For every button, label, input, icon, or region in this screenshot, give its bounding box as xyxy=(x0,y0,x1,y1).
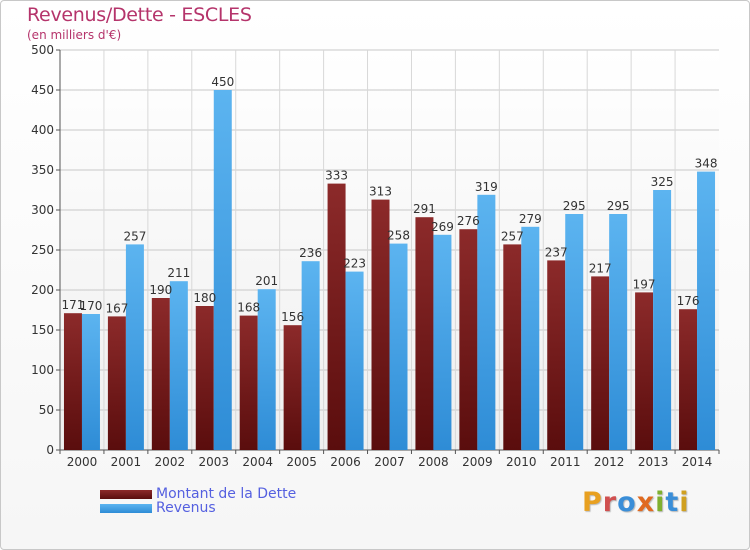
x-tick-label: 2009 xyxy=(462,455,493,469)
bar-dette xyxy=(107,316,126,450)
data-label-dette: 333 xyxy=(325,169,348,183)
data-label-revenus: 319 xyxy=(475,180,498,194)
axes: 0 50 100 150 200 250 300 350 400 450 500 2000 2001 20… xyxy=(31,43,720,469)
data-label-revenus: 211 xyxy=(167,266,190,280)
y-tick-label: 100 xyxy=(31,363,54,377)
x-tick-label: 2000 xyxy=(67,455,98,469)
bar-revenus xyxy=(345,271,364,450)
data-label-revenus: 257 xyxy=(123,229,146,243)
bar-revenus xyxy=(433,234,452,450)
bar-revenus xyxy=(169,281,188,450)
data-label-revenus: 348 xyxy=(695,157,718,171)
data-label-revenus: 295 xyxy=(563,199,586,213)
x-tick-label: 2011 xyxy=(550,455,581,469)
bar-revenus xyxy=(125,244,144,450)
legend-swatch-revenus xyxy=(100,503,152,513)
y-tick-label: 300 xyxy=(31,203,54,217)
proxiti-logo: Proxiti xyxy=(582,487,690,518)
data-label-revenus: 279 xyxy=(519,212,542,226)
bar-revenus xyxy=(697,171,716,450)
data-label-revenus: 325 xyxy=(651,175,674,189)
data-label-revenus: 223 xyxy=(343,257,366,271)
data-label-revenus: 450 xyxy=(211,75,234,89)
x-tick-label: 2012 xyxy=(594,455,625,469)
y-tick-label: 350 xyxy=(31,163,54,177)
bar-dette xyxy=(195,306,214,450)
data-label-dette: 156 xyxy=(281,310,304,324)
bar-revenus xyxy=(81,314,100,450)
y-tick-label: 250 xyxy=(31,243,54,257)
legend-label-dette: Montant de la Dette xyxy=(156,486,297,502)
y-tick-label: 500 xyxy=(31,43,54,57)
y-tick-label: 400 xyxy=(31,123,54,137)
bar-dette xyxy=(679,309,698,450)
data-label-dette: 276 xyxy=(457,214,480,228)
data-label-dette: 171 xyxy=(62,298,85,312)
x-tick-label: 2014 xyxy=(682,455,713,469)
x-tick-label: 2003 xyxy=(198,455,229,469)
data-label-revenus: 269 xyxy=(431,220,454,234)
bar-dette xyxy=(415,217,434,450)
data-label-dette: 291 xyxy=(413,202,436,216)
y-tick-label: 450 xyxy=(31,83,54,97)
bar-revenus xyxy=(609,214,628,450)
bar-dette xyxy=(239,315,258,450)
data-label-dette: 190 xyxy=(149,283,172,297)
bars xyxy=(63,90,716,450)
x-tick-label: 2005 xyxy=(286,455,317,469)
chart-subtitle: (en milliers d'€) xyxy=(27,28,122,42)
x-tick-label: 2002 xyxy=(155,455,186,469)
bar-revenus xyxy=(389,243,408,450)
data-label-dette: 176 xyxy=(677,294,700,308)
data-labels: 171 167 190 180 168 156 333 313 291 276 257 237 217 1… xyxy=(62,75,718,324)
data-label-dette: 237 xyxy=(545,245,568,259)
data-label-dette: 257 xyxy=(501,229,524,243)
legend-item-dette: Montant de la Dette xyxy=(100,486,297,502)
data-label-dette: 217 xyxy=(589,261,612,275)
bar-dette xyxy=(591,276,610,450)
bar-revenus xyxy=(477,194,496,450)
data-label-revenus: 201 xyxy=(255,274,278,288)
legend-item-revenus: Revenus xyxy=(100,500,216,516)
bar-dette xyxy=(547,260,566,450)
bar-dette xyxy=(151,298,170,450)
data-label-dette: 167 xyxy=(105,301,128,315)
data-label-dette: 180 xyxy=(193,291,216,305)
bar-revenus xyxy=(653,190,672,450)
data-label-revenus: 236 xyxy=(299,246,322,260)
x-tick-label: 2001 xyxy=(111,455,142,469)
x-tick-label: 2010 xyxy=(506,455,537,469)
chart-title: Revenus/Dette - ESCLES xyxy=(27,4,252,26)
y-tick-label: 150 xyxy=(31,323,54,337)
bar-dette xyxy=(283,325,302,450)
x-tick-label: 2013 xyxy=(638,455,669,469)
bar-revenus xyxy=(257,289,276,450)
y-tick-label: 0 xyxy=(46,443,54,457)
x-tick-label: 2008 xyxy=(418,455,449,469)
legend-label-revenus: Revenus xyxy=(156,500,216,516)
y-tick-label: 200 xyxy=(31,283,54,297)
bar-dette xyxy=(63,313,82,450)
bar-revenus xyxy=(301,261,320,450)
x-tick-label: 2004 xyxy=(242,455,273,469)
data-label-revenus: 170 xyxy=(80,299,103,313)
data-label-revenus: 258 xyxy=(387,229,410,243)
x-tick-label: 2007 xyxy=(374,455,405,469)
data-label-dette: 197 xyxy=(633,277,656,291)
legend-swatch-dette xyxy=(100,489,152,499)
data-label-dette: 168 xyxy=(237,301,260,315)
bar-dette xyxy=(635,292,654,450)
x-tick-label: 2006 xyxy=(330,455,361,469)
bar-revenus xyxy=(213,90,232,450)
y-tick-label: 50 xyxy=(39,403,54,417)
bar-dette xyxy=(327,183,346,450)
bar-dette xyxy=(503,244,522,450)
bar-dette xyxy=(459,229,478,450)
bar-revenus xyxy=(521,226,540,450)
bar-revenus xyxy=(565,214,584,450)
bar-dette xyxy=(371,199,390,450)
data-label-dette: 313 xyxy=(369,185,392,199)
data-label-revenus: 295 xyxy=(607,199,630,213)
